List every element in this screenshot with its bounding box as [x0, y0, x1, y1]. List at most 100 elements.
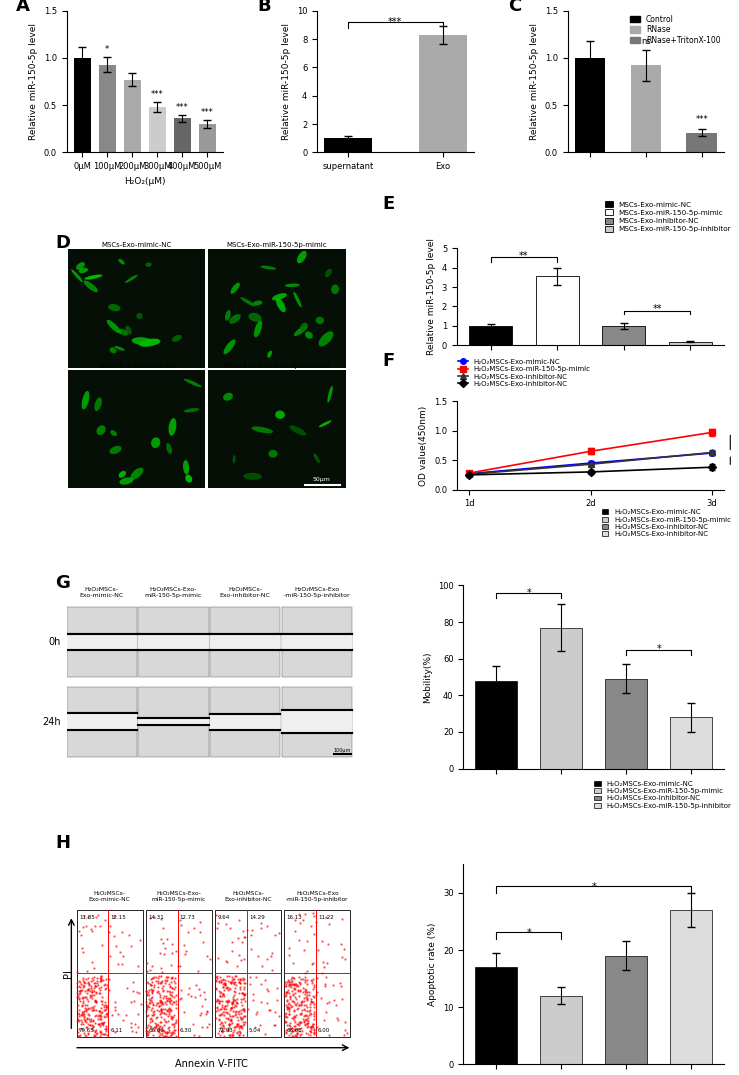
Point: [302, 971, 313, 988]
Point: [256, 975, 268, 992]
Point: [146, 981, 158, 999]
Legend: H₂O₂MSCs-Exo-mimic-NC, H₂O₂MSCs-Exo-miR-150-5p-mimic, H₂O₂MSCs-Exo-inhibitor-NC,: H₂O₂MSCs-Exo-mimic-NC, H₂O₂MSCs-Exo-miR-…: [455, 356, 593, 389]
Point: [300, 984, 312, 1001]
Text: MSCs-Exo-miR-150-5p-inhibitor: MSCs-Exo-miR-150-5p-inhibitor: [222, 363, 331, 369]
Point: [239, 929, 251, 946]
Point: [320, 969, 332, 986]
Point: [151, 994, 163, 1012]
Point: [140, 1003, 152, 1020]
Point: [307, 956, 319, 973]
Point: [146, 984, 158, 1001]
Point: [248, 991, 259, 1008]
Point: [89, 1023, 101, 1041]
Point: [108, 907, 120, 924]
Point: [163, 990, 175, 1007]
Point: [159, 1013, 171, 1030]
Point: [236, 934, 248, 951]
Point: [299, 973, 311, 990]
Point: [219, 1014, 231, 1031]
Point: [233, 1019, 245, 1036]
Point: [168, 1024, 180, 1042]
Point: [84, 1017, 95, 1034]
Point: [141, 962, 153, 979]
Point: [334, 974, 346, 991]
Point: [286, 983, 298, 1000]
Point: [153, 998, 165, 1015]
Point: [75, 981, 87, 999]
Ellipse shape: [168, 418, 177, 435]
Point: [285, 987, 296, 1004]
Point: [301, 1003, 313, 1020]
Point: [213, 994, 225, 1012]
Point: [304, 995, 316, 1013]
Point: [96, 1016, 108, 1033]
Point: [109, 1023, 121, 1041]
Point: [288, 980, 300, 998]
Point: [117, 1012, 129, 1029]
Point: [219, 971, 231, 988]
Point: [249, 1018, 261, 1035]
Point: [307, 971, 319, 988]
Ellipse shape: [268, 350, 272, 358]
Point: [90, 1006, 102, 1023]
Point: [149, 1021, 160, 1038]
Bar: [540, 628, 582, 769]
Point: [172, 958, 184, 975]
Bar: [669, 342, 712, 345]
Point: [74, 1027, 86, 1044]
Point: [141, 974, 153, 991]
Point: [290, 1021, 302, 1038]
Point: [161, 1023, 173, 1041]
Point: [223, 1015, 235, 1032]
Point: [282, 984, 293, 1001]
Point: [290, 1020, 302, 1037]
Point: [273, 924, 285, 942]
Point: [96, 992, 108, 1009]
Point: [174, 917, 186, 934]
Point: [71, 964, 83, 981]
Point: [339, 950, 351, 968]
Point: [101, 1005, 112, 1022]
Point: [72, 997, 84, 1014]
Point: [219, 998, 231, 1015]
Point: [146, 970, 157, 987]
Point: [211, 1009, 222, 1027]
Point: [331, 1009, 343, 1027]
Point: [226, 1007, 238, 1024]
Ellipse shape: [276, 298, 286, 312]
Point: [82, 981, 94, 999]
Point: [198, 983, 210, 1000]
Point: [288, 1001, 300, 1018]
Point: [239, 929, 251, 946]
Point: [217, 985, 229, 1002]
Ellipse shape: [76, 262, 85, 270]
Point: [227, 970, 239, 987]
Point: [72, 1012, 84, 1029]
Point: [147, 970, 159, 987]
Point: [289, 1027, 301, 1044]
Point: [154, 1014, 166, 1031]
Point: [89, 1002, 101, 1019]
Point: [109, 993, 121, 1010]
Point: [226, 994, 238, 1012]
Point: [290, 980, 302, 998]
Ellipse shape: [183, 460, 189, 474]
Point: [153, 1021, 165, 1038]
Point: [93, 1002, 105, 1019]
Point: [98, 1026, 110, 1043]
Point: [295, 1006, 307, 1023]
Point: [311, 1018, 323, 1035]
Point: [265, 947, 277, 964]
Point: [115, 943, 126, 960]
Point: [145, 1001, 157, 1018]
Point: [150, 969, 162, 986]
Point: [129, 1016, 141, 1033]
Point: [234, 1005, 245, 1022]
Point: [71, 979, 83, 997]
Point: [165, 957, 177, 974]
Point: [166, 991, 177, 1008]
Point: [211, 992, 222, 1009]
Point: [146, 1012, 158, 1029]
Point: [99, 1020, 111, 1037]
Point: [195, 1004, 207, 1021]
